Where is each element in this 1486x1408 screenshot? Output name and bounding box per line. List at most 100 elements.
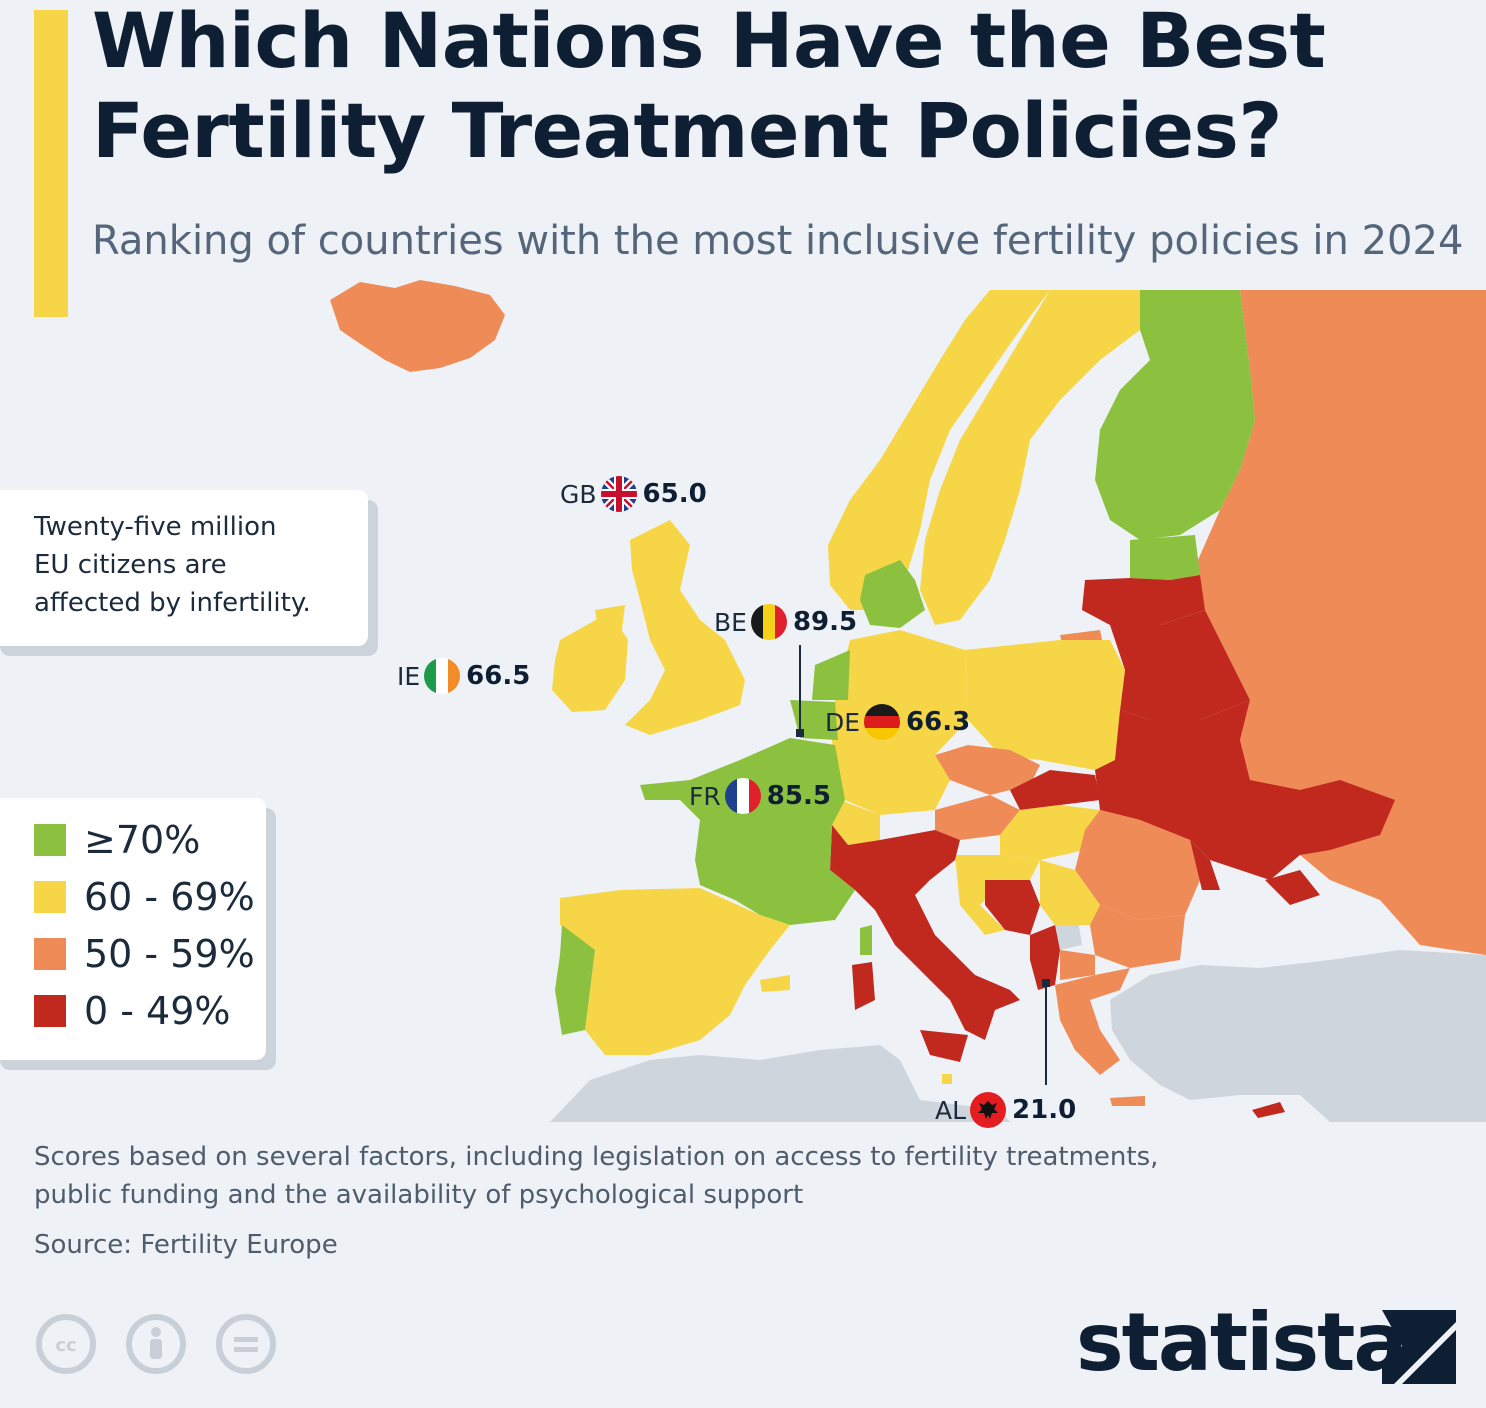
- info-callout: Twenty-five million EU citizens are affe…: [0, 490, 368, 646]
- country-crete: [1110, 1096, 1145, 1106]
- source-note: Source: Fertility Europe: [34, 1230, 338, 1260]
- country-code: FR: [689, 781, 721, 811]
- country-code: GB: [560, 479, 597, 509]
- country-italy: [830, 825, 1020, 1040]
- info-callout-text: Twenty-five million EU citizens are affe…: [34, 508, 364, 622]
- legend-item-50-59: 50 - 59%: [34, 929, 255, 979]
- country-score: 21.0: [1012, 1095, 1077, 1125]
- belgium-leader-dot: [796, 729, 804, 737]
- country-code: AL: [935, 1095, 967, 1125]
- country-poland: [965, 640, 1125, 770]
- country-belarus: [1110, 610, 1250, 720]
- footnote-line-1: Scores based on several factors, includi…: [34, 1142, 1159, 1172]
- country-lithuania: [1082, 575, 1205, 625]
- country-score: 65.0: [642, 479, 707, 509]
- country-label-ie: IE 66.5: [397, 656, 530, 696]
- country-sardinia: [852, 962, 875, 1010]
- info-line-2: EU citizens are: [34, 550, 227, 580]
- country-crimea: [1265, 870, 1320, 905]
- country-score: 66.5: [466, 661, 531, 691]
- country-finland: [1095, 290, 1255, 540]
- country-croatia: [955, 855, 1040, 935]
- country-netherlands: [812, 650, 850, 700]
- country-estonia-latvia: [1130, 535, 1200, 580]
- country-balearic: [760, 975, 790, 992]
- ireland-flag-icon: [424, 658, 461, 694]
- country-ireland: [552, 612, 628, 712]
- country-label-de: DE 66.3: [825, 702, 970, 742]
- country-label-gb: GB 65.0: [560, 474, 707, 514]
- country-code: IE: [397, 661, 421, 691]
- no-derivatives-icon[interactable]: [216, 1314, 276, 1374]
- country-cyprus: [1252, 1102, 1285, 1118]
- svg-text:cc: cc: [55, 1335, 76, 1356]
- country-code: DE: [825, 707, 861, 737]
- country-corsica: [860, 925, 872, 955]
- country-albania: [1030, 925, 1060, 990]
- country-northern-ireland: [595, 605, 625, 630]
- region-north-africa: [550, 1045, 1010, 1122]
- legend-label: 0 - 49%: [84, 989, 231, 1033]
- map-legend: ≥70% 60 - 69% 50 - 59% 0 - 49%: [0, 798, 266, 1060]
- country-portugal: [555, 925, 595, 1035]
- country-switzerland: [832, 800, 880, 845]
- union-jack-flag-icon: [600, 476, 637, 512]
- country-label-al: AL 21.0: [935, 1090, 1076, 1130]
- country-hungary: [1000, 805, 1100, 860]
- country-greece: [1055, 968, 1130, 1075]
- country-denmark: [860, 560, 925, 628]
- albania-leader-dot: [1042, 979, 1050, 987]
- info-line-3: affected by infertility.: [34, 588, 311, 618]
- legend-swatch-yellow: [34, 881, 66, 913]
- country-slovakia: [1010, 770, 1100, 810]
- europe-choropleth-map: [330, 280, 1486, 1122]
- title-accent-bar: [34, 10, 68, 317]
- legend-swatch-green: [34, 824, 66, 856]
- attribution-icon[interactable]: [126, 1314, 186, 1374]
- legend-label: 50 - 59%: [84, 932, 255, 976]
- footnote: Scores based on several factors, includi…: [34, 1138, 1334, 1214]
- country-bulgaria: [1090, 905, 1185, 968]
- country-norway: [828, 290, 1050, 610]
- creative-commons-icon[interactable]: cc: [36, 1314, 96, 1374]
- country-spain: [560, 888, 790, 1055]
- country-great-britain: [625, 520, 745, 735]
- statista-logo[interactable]: statista: [1076, 1296, 1407, 1389]
- country-iceland: [330, 280, 505, 372]
- statista-logo-mark-icon: [1382, 1310, 1456, 1384]
- country-score: 85.5: [766, 781, 831, 811]
- legend-swatch-orange: [34, 938, 66, 970]
- legend-label: 60 - 69%: [84, 875, 255, 919]
- region-turkey-middle-east: [1110, 950, 1486, 1122]
- country-romania: [1075, 810, 1200, 920]
- country-ukraine: [1095, 700, 1395, 880]
- country-bosnia: [985, 880, 1040, 935]
- legend-label: ≥70%: [84, 818, 201, 862]
- country-score: 89.5: [792, 607, 858, 637]
- country-moldova: [1190, 840, 1220, 890]
- info-line-1: Twenty-five million: [34, 512, 277, 542]
- page-subtitle: Ranking of countries with the most inclu…: [92, 218, 1464, 264]
- country-sicily: [920, 1030, 968, 1062]
- country-sweden: [920, 290, 1140, 625]
- country-code: BE: [714, 607, 747, 637]
- country-label-fr: FR 85.5: [689, 776, 831, 816]
- country-label-be: BE 89.5: [714, 602, 857, 642]
- belgium-flag-icon: [750, 604, 787, 640]
- country-france: [640, 738, 855, 925]
- region-balkan-nodata: [1055, 920, 1082, 950]
- country-malta: [942, 1074, 952, 1084]
- legend-item-0-49: 0 - 49%: [34, 986, 231, 1036]
- albania-flag-icon: [970, 1092, 1007, 1128]
- country-serbia: [1040, 860, 1100, 925]
- germany-flag-icon: [864, 704, 901, 740]
- page-title: Which Nations Have the Best Fertility Tr…: [92, 0, 1326, 175]
- country-austria: [935, 795, 1020, 840]
- footnote-line-2: public funding and the availability of p…: [34, 1180, 804, 1210]
- country-czechia: [935, 745, 1040, 795]
- legend-item-70-plus: ≥70%: [34, 815, 200, 865]
- country-score: 66.3: [906, 707, 971, 737]
- legend-swatch-red: [34, 995, 66, 1027]
- france-flag-icon: [724, 778, 761, 814]
- country-north-macedonia: [1060, 950, 1095, 980]
